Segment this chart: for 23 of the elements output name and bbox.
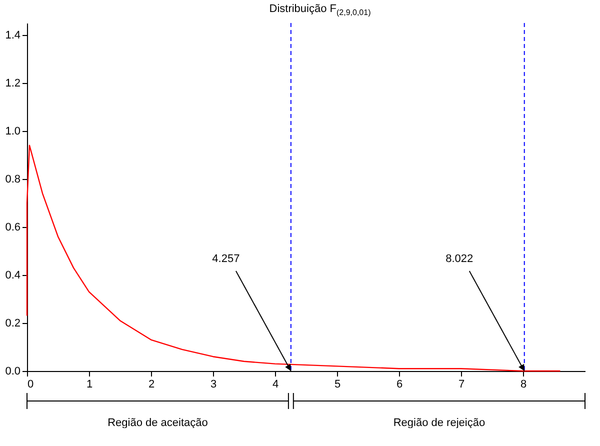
text: Região de aceitação [108,417,208,429]
chart-title: Distribuição F$_{(2,9,0,01)}$ [268,2,372,18]
x-tick-label: 8 [520,378,527,390]
x-tick-label: 6 [396,378,403,390]
x-tick-label: 0 [28,378,34,390]
y-tick-label: 0.6 [5,222,20,234]
x-tick-label: 1 [86,378,93,390]
ref-line-label: 8.022 [446,253,474,265]
line-series [26,144,561,372]
text: Região de rejeição [393,417,486,429]
x-tick-label: 2 [148,378,155,390]
y-tick-label: 0.0 [5,366,20,378]
y-tick-label: 1.2 [5,78,20,90]
y-tick-label: 0.2 [5,318,20,330]
x-tick-label: 7 [458,378,465,390]
x-tick-label: 4 [272,378,279,390]
x-tick-label: 5 [334,378,341,390]
y-tick-label: 1.4 [5,30,20,42]
x-tick-label: 3 [210,378,217,390]
y-tick-label: 1.0 [5,126,20,138]
y-tick-label: 0.4 [5,270,20,282]
y-tick-label: 0.8 [5,174,20,186]
ref-line-label: 4.257 [212,253,240,265]
